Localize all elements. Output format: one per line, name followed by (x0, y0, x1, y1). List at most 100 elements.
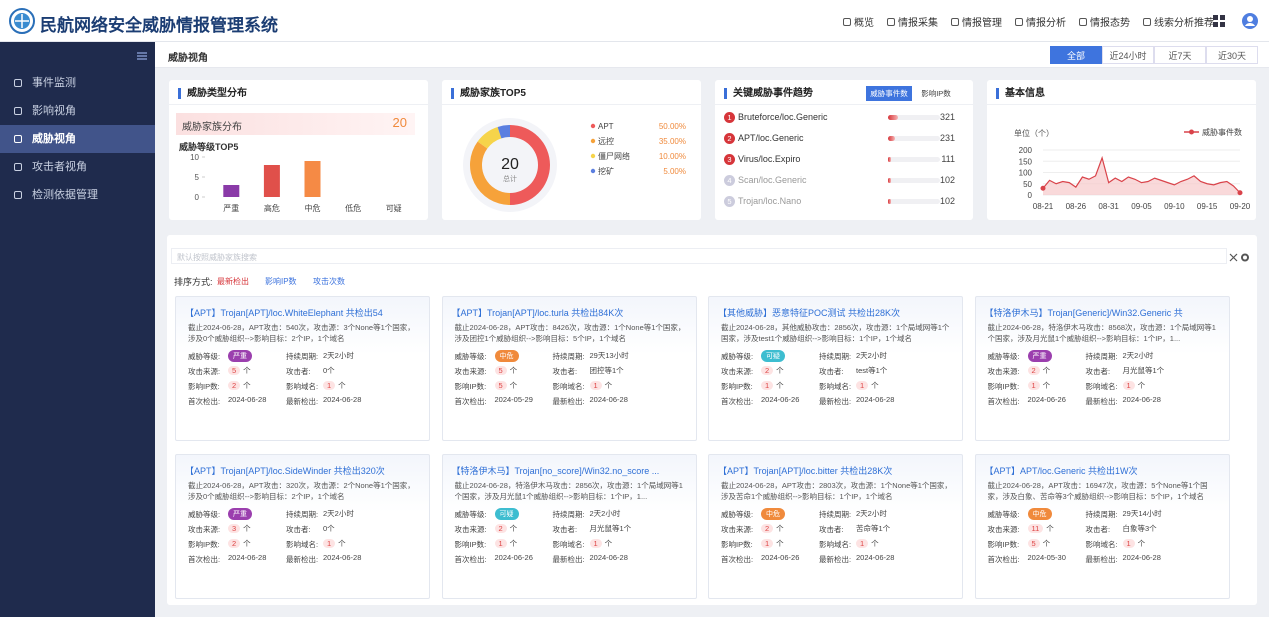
sidebar-icon (14, 135, 22, 143)
bar (888, 115, 898, 120)
nav-item[interactable]: 情报管理 (951, 14, 1002, 29)
field-value: 月光鼠等1个 (590, 523, 632, 534)
level-badge: 严重 (1027, 350, 1052, 362)
y-tick-label: 0 (1028, 191, 1033, 200)
level-badge: 严重 (228, 508, 252, 520)
bar (888, 157, 892, 162)
field-label: 最新检出: (286, 397, 319, 406)
ips-count: 2 (228, 539, 241, 548)
line (1042, 155, 1241, 194)
time-filter[interactable]: 全部 (1050, 46, 1102, 64)
field-label: 影响域名: (1085, 382, 1118, 391)
threat-card[interactable]: 【特洛伊木马】Trojan[no_score]/Win32.no_score .… (441, 454, 697, 599)
family-count: 20 (392, 115, 407, 130)
apps-icon[interactable] (1213, 15, 1225, 27)
time-filter[interactable]: 近30天 (1206, 46, 1258, 64)
x-tick-label: 可疑 (386, 203, 402, 213)
search-input[interactable]: 默认按照威胁家族搜索 (171, 248, 1227, 264)
divider (987, 104, 1256, 105)
nav: 概览 情报采集 情报管理 情报分析 情报态势 线索分析推荐 (843, 14, 1214, 29)
field-label: 影响域名: (819, 382, 852, 391)
x-tick-label: 低危 (345, 203, 361, 213)
event-name: Virus/loc.Expiro (738, 154, 801, 164)
legend-label: 威胁事件数 (1202, 127, 1242, 137)
tab[interactable]: 影响IP数 (913, 86, 959, 101)
divider (715, 104, 973, 105)
threat-card[interactable]: 【APT】Trojan[APT]/loc.bitter 共检出28K次 截止202… (708, 454, 963, 599)
threat-card[interactable]: 【特洛伊木马】Trojan[Generic]/Win32.Generic 共截止… (974, 296, 1230, 441)
field-label: 影响IP数: (721, 540, 753, 549)
latest-seen: 2024-06-28 (323, 553, 362, 562)
nav-item[interactable]: 情报分析 (1015, 14, 1066, 29)
sidebar-item[interactable]: 威胁视角 (0, 125, 155, 153)
field-value: 2024-06-28 (1123, 395, 1161, 404)
threat-card[interactable]: 【APT】Trojan[APT]/loc.WhiteElephant 共检出54… (175, 296, 430, 441)
field-label: 攻击者: (286, 525, 311, 534)
sidebar-item[interactable]: 影响视角 (0, 97, 155, 125)
attacker: 团控等1个 (589, 366, 624, 375)
threat-card[interactable]: 【APT】Trojan[APT]/loc.SideWinder 共检出320次截… (175, 454, 430, 599)
sidebar-item[interactable]: 事件监测 (0, 69, 155, 97)
ips-count: 2 (228, 381, 241, 390)
field-value: 苦命等1个 (856, 523, 890, 534)
threat-card[interactable]: 【APT】APT/loc.Generic 共检出1W次 截止2024-06-28，… (974, 454, 1230, 599)
field-label: 持续周期: (819, 352, 852, 361)
unit: 个 (776, 366, 784, 375)
nav-label: 情报态势 (1090, 18, 1130, 29)
event-name: APT/loc.Generic (738, 133, 804, 143)
legend-dot (1189, 129, 1194, 135)
field-value: 0个 (323, 523, 335, 534)
card-desc: 截止2024-06-28，APT攻击：540次，攻击源：3个None等1个国家，… (188, 323, 415, 343)
search-icons (1229, 253, 1249, 262)
time-filter[interactable]: 近24小时 (1102, 46, 1154, 64)
family-label: 威胁家族分布 (182, 122, 242, 133)
field-value: 2024-06-28 (323, 395, 361, 404)
sort-option[interactable]: 影响IP数 (265, 277, 297, 286)
bar (304, 161, 321, 197)
bar-track (888, 157, 940, 162)
nav-item[interactable]: 线索分析推荐 (1143, 14, 1214, 29)
field-label: 持续周期: (552, 510, 585, 519)
domains-count: 1 (1122, 381, 1135, 390)
card-title: 【APT】Trojan[APT]/loc.SideWinder 共检出320次 (185, 464, 425, 477)
sidebar-item[interactable]: 检测依据管理 (0, 181, 155, 209)
user-avatar[interactable] (1242, 13, 1258, 29)
nav-item[interactable]: 情报态势 (1079, 14, 1130, 29)
time-filter[interactable]: 近7天 (1154, 46, 1206, 64)
field-value: 2024-06-28 (228, 553, 266, 562)
bar (888, 199, 892, 204)
card-desc: 截止2024-06-28，APT攻击：320次，攻击源：2个None等1个国家，… (188, 481, 415, 501)
collapse-icon[interactable] (137, 52, 147, 60)
field-label: 攻击来源: (721, 525, 754, 534)
sidebar-item[interactable]: 攻击者视角 (0, 153, 155, 181)
unit: 个 (1137, 381, 1146, 390)
sidebar-icon (14, 191, 22, 199)
nav-label: 情报采集 (898, 18, 938, 29)
threat-card[interactable]: 【其他威胁】恶意特征POC测试 共检出28K次 截止2024-06-28，其他威胁… (708, 296, 963, 441)
card-name: Trojan[APT]/loc.SideWinder 共检出320次 (220, 466, 385, 476)
panel: 基本信息 单位（个） 威胁事件数 0 50 100 150 200 08-21 08-26 08-3… (987, 80, 1256, 220)
bar (223, 185, 240, 197)
tab[interactable]: 威胁事件数 (866, 86, 912, 101)
nav-label: 线索分析推荐 (1154, 18, 1214, 29)
level-badge: 可疑 (761, 350, 785, 362)
domains-count: 1 (323, 539, 336, 548)
nav-item[interactable]: 概览 (843, 14, 874, 29)
sources-count: 2 (494, 524, 507, 533)
nav-icon (1079, 17, 1087, 26)
ips-count: 5 (1027, 539, 1040, 548)
threat-card[interactable]: 【APT】Trojan[APT]/loc.turla 共检出84K次 截止2024… (441, 296, 697, 441)
field-label: 持续周期: (286, 352, 319, 361)
sort-option[interactable]: 攻击次数 (313, 277, 345, 286)
legend-dot (590, 168, 596, 174)
event-name: Bruteforce/loc.Generic (738, 112, 828, 122)
sort-option[interactable]: 最新检出 (217, 277, 249, 286)
nav-item[interactable]: 情报采集 (887, 14, 938, 29)
